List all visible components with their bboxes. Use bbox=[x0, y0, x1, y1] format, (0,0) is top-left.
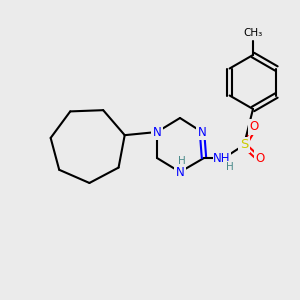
Text: O: O bbox=[255, 152, 265, 164]
Text: CH₃: CH₃ bbox=[243, 28, 262, 38]
Text: O: O bbox=[249, 121, 259, 134]
Text: N: N bbox=[153, 125, 161, 139]
Text: NH: NH bbox=[213, 152, 231, 166]
Text: S: S bbox=[240, 139, 248, 152]
Text: N: N bbox=[198, 125, 206, 139]
Text: H: H bbox=[226, 162, 234, 172]
Text: H: H bbox=[178, 156, 186, 166]
Text: N: N bbox=[176, 166, 184, 178]
